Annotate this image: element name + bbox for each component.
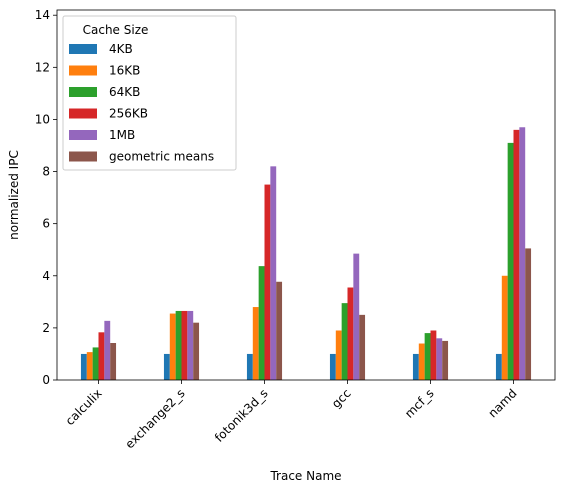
y-tick-label: 4 [42,269,50,283]
legend-swatch [69,65,97,76]
bar [104,320,111,380]
bar [341,303,348,380]
legend-swatch [69,151,97,162]
bar [412,353,419,380]
legend-swatch [69,108,97,119]
bar [519,127,526,380]
y-tick-label: 6 [42,217,50,231]
bar [187,310,194,380]
bar [175,310,182,380]
y-tick-label: 0 [42,373,50,387]
bar [418,343,425,380]
bar [430,330,437,380]
bar [424,333,431,380]
bar [181,310,188,380]
x-tick-label: namd [485,386,519,420]
legend-title: Cache Size [83,23,149,37]
legend-swatch [69,44,97,54]
y-tick-label: 12 [35,60,50,74]
bar [270,166,277,380]
bars-group [80,127,532,380]
bar [436,338,443,380]
bar [359,314,366,380]
x-tick-label: fotonik3d_s [212,386,271,445]
bar [169,313,176,380]
bar [335,330,342,380]
y-axis-title: normalized IPC [7,150,21,240]
bar [92,347,99,380]
x-tick-label: mcf_s [402,386,436,420]
bar [276,281,283,380]
legend-label: 256KB [109,107,148,121]
bar [353,253,360,380]
legend-label: 16KB [109,64,140,78]
bar [80,353,87,380]
bar [86,352,93,380]
bar [501,275,508,380]
bar [252,307,259,380]
x-tick-label: gcc [329,386,354,411]
legend-swatch [69,130,97,140]
legend-label: 4KB [109,42,133,56]
bar [258,266,265,380]
bar [525,248,532,380]
x-axis-title: Trace Name [269,469,341,483]
legend-items: 4KB 16KB 64KB 256KB 1MB geometric means [69,42,214,164]
bar [495,353,502,380]
bar [507,142,514,380]
legend-swatch [69,87,97,97]
bar [264,184,271,380]
legend-label: 1MB [109,128,135,142]
plot-frame [56,9,556,381]
bar [442,340,449,380]
bar [110,343,117,380]
bar [513,129,520,380]
y-tick-label: 14 [35,8,50,22]
x-axis: calculix exchange2_s fotonik3d_s gcc mcf_s na… [63,380,520,451]
bar [246,353,253,380]
bar [98,332,105,380]
legend-label: geometric means [109,150,214,164]
bar [163,353,170,380]
y-tick-label: 8 [42,165,50,179]
bar [193,322,200,380]
bar [347,287,354,380]
legend-box [62,15,237,171]
x-tick-label: exchange2_s [122,386,187,451]
y-tick-label: 10 [35,112,50,126]
x-tick-label: calculix [63,386,105,428]
legend: Cache Size 4KB 16KB 64KB 256KB 1MB geometric … [62,15,237,171]
y-tick-label: 2 [42,321,50,335]
legend-label: 64KB [109,85,140,99]
bar [329,353,336,380]
y-axis: 0 2 4 6 8 10 12 14 [35,8,57,387]
